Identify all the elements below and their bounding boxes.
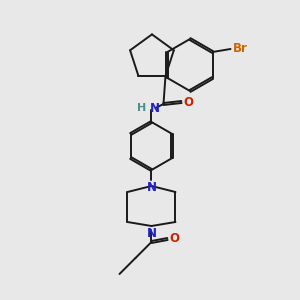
Text: O: O [184, 95, 194, 109]
Text: N: N [146, 227, 157, 240]
Text: H: H [137, 103, 146, 113]
Text: Br: Br [232, 43, 247, 56]
Text: N: N [149, 101, 160, 115]
Text: O: O [169, 232, 179, 245]
Text: N: N [146, 181, 157, 194]
